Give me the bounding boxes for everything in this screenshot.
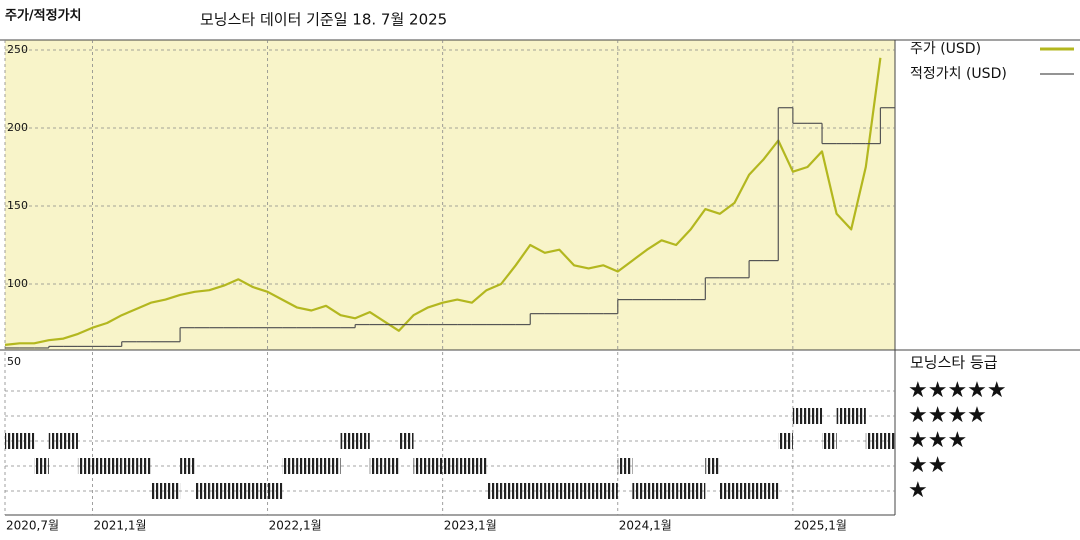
- rating-bar: [646, 483, 662, 499]
- rating-bar: [471, 458, 487, 474]
- rating-bar: [530, 483, 545, 499]
- rating-bar: [661, 483, 677, 499]
- rating-level-label: ★★★: [908, 428, 967, 453]
- rating-bar: [413, 458, 429, 474]
- rating-bar: [384, 458, 399, 474]
- rating-bar: [559, 483, 575, 499]
- rating-level-label: ★★: [908, 453, 947, 478]
- x-tick-label: 2023,1월: [444, 519, 497, 533]
- rating-bar: [238, 483, 254, 499]
- y-tick-label: 200: [7, 121, 28, 134]
- rating-bar: [253, 483, 268, 499]
- rating-bar: [749, 483, 764, 499]
- rating-bar: [632, 483, 647, 499]
- legend-label: 적정가치 (USD): [910, 66, 1007, 82]
- plot-background: [5, 40, 895, 350]
- rating-bar: [63, 433, 78, 449]
- rating-bar: [209, 483, 224, 499]
- rating-bar: [180, 458, 195, 474]
- rating-bar: [734, 483, 750, 499]
- x-tick-label: 2021,1월: [94, 519, 147, 533]
- rating-bar: [763, 483, 779, 499]
- rating-level-label: ★: [908, 478, 928, 503]
- rating-bar: [705, 458, 720, 474]
- rating-bar: [5, 433, 20, 449]
- rating-bar: [807, 408, 823, 424]
- rating-bar: [107, 458, 122, 474]
- rating-bar: [428, 458, 443, 474]
- rating-bar: [515, 483, 531, 499]
- rating-bar: [194, 483, 210, 499]
- rating-bar: [398, 433, 414, 449]
- y-tick-label: 250: [7, 43, 28, 56]
- rating-bar: [865, 433, 881, 449]
- rating-bar: [792, 408, 808, 424]
- rating-bar: [851, 408, 866, 424]
- rating-bar: [77, 458, 93, 474]
- rating-bar: [325, 458, 341, 474]
- rating-bar: [355, 433, 370, 449]
- rating-bar: [92, 458, 108, 474]
- rating-level-label: ★★★★: [908, 403, 987, 428]
- rating-bar: [501, 483, 516, 499]
- rating-bar: [150, 483, 166, 499]
- x-tick-label: 2020,7월: [6, 519, 59, 533]
- rating-bar: [676, 483, 691, 499]
- legend-label: 주가 (USD): [910, 41, 981, 57]
- rating-bar: [544, 483, 560, 499]
- rating-bar: [121, 458, 137, 474]
- rating-bar: [165, 483, 181, 499]
- y-tick-label: 100: [7, 277, 28, 290]
- x-tick-label: 2024,1월: [619, 519, 672, 533]
- chart-subtitle: 모닝스타 데이터 기준일 18. 7월 2025: [200, 11, 447, 29]
- rating-level-label: ★★★★★: [908, 378, 1007, 403]
- rating-bar: [603, 483, 618, 499]
- rating-bar: [296, 458, 312, 474]
- rating-bar: [223, 483, 239, 499]
- rating-bar: [617, 458, 633, 474]
- rating-bar: [282, 458, 297, 474]
- rating-bar: [836, 408, 852, 424]
- rating-bar: [719, 483, 735, 499]
- rating-bar: [690, 483, 706, 499]
- x-tick-label: 2025,1월: [794, 519, 847, 533]
- rating-bar: [574, 483, 589, 499]
- x-tick-label: 2022,1월: [269, 519, 322, 533]
- rating-bar: [136, 458, 151, 474]
- y-tick-label: 50: [7, 355, 21, 368]
- y-tick-label: 150: [7, 199, 28, 212]
- rating-bar: [880, 433, 895, 449]
- rating-bar: [311, 458, 326, 474]
- rating-bar: [442, 458, 458, 474]
- rating-bar: [267, 483, 283, 499]
- rating-bar: [369, 458, 385, 474]
- price-line: [4, 57, 882, 346]
- rating-title: 모닝스타 등급: [910, 354, 998, 372]
- rating-bar: [822, 433, 837, 449]
- rating-bar: [457, 458, 472, 474]
- rating-bar: [486, 483, 502, 499]
- rating-bar: [34, 458, 49, 474]
- rating-bar: [48, 433, 64, 449]
- rating-bar: [340, 433, 356, 449]
- rating-bar: [778, 433, 793, 449]
- rating-bar: [588, 483, 604, 499]
- rating-bar: [19, 433, 35, 449]
- chart-title: 주가/적정가치: [5, 8, 82, 24]
